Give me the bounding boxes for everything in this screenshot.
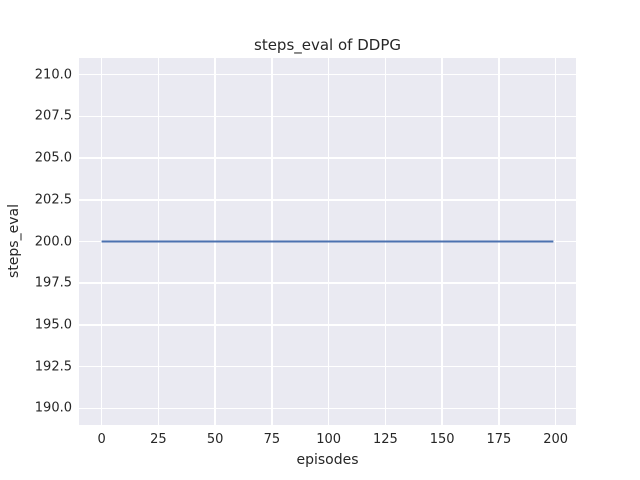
gridline-horizontal [79, 73, 576, 76]
x-tick-label: 175 [486, 432, 512, 447]
gridline-horizontal [79, 199, 576, 201]
y-tick-label: 200.0 [34, 234, 72, 249]
x-tick-label: 0 [97, 432, 106, 447]
x-tick-label: 25 [150, 432, 167, 447]
y-tick-label: 192.5 [34, 359, 72, 375]
x-tick-label: 100 [316, 432, 342, 447]
y-tick-label: 197.5 [34, 275, 72, 291]
y-tick-label: 210.0 [34, 67, 72, 83]
y-axis-label: steps_eval [6, 204, 22, 278]
gridline-horizontal [79, 324, 576, 326]
x-tick-label: 75 [263, 432, 281, 447]
y-tick-label: 195.0 [34, 317, 72, 333]
gridline-horizontal [79, 365, 576, 368]
x-tick-label: 150 [429, 432, 455, 447]
gridline-horizontal [79, 282, 576, 284]
y-tick-label: 190.0 [34, 400, 72, 416]
gridline-horizontal [79, 115, 576, 118]
y-tick-label: 202.5 [34, 192, 72, 208]
gridline-horizontal [79, 157, 576, 159]
series-line [101, 240, 554, 243]
y-tick-label: 205.0 [34, 150, 72, 166]
gridline-horizontal [79, 407, 576, 410]
x-tick-label: 125 [372, 432, 398, 447]
y-tick-label: 207.5 [34, 108, 72, 124]
chart-title: steps_eval of DDPG [254, 36, 401, 54]
plot-area [79, 58, 576, 425]
x-tick-label: 200 [543, 432, 569, 447]
x-tick-label: 50 [206, 432, 224, 447]
x-axis-label: episodes [296, 452, 359, 468]
